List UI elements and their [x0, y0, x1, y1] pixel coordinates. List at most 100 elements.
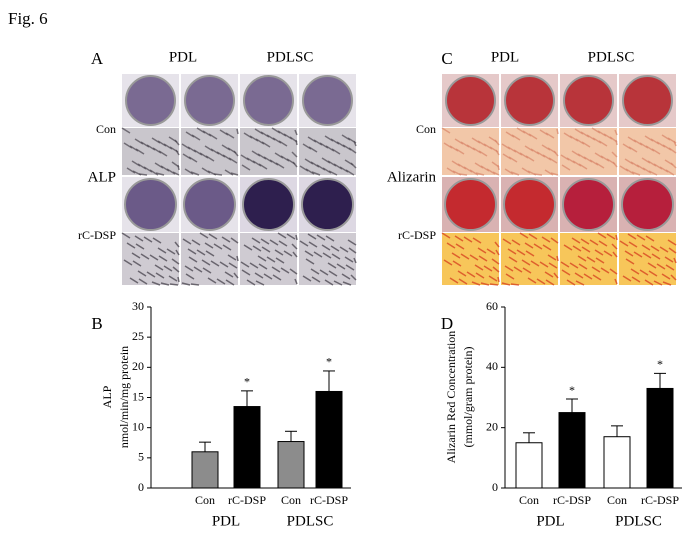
photo-texture: [319, 269, 329, 276]
photo-texture: [249, 262, 259, 269]
photo-texture: [123, 259, 133, 266]
photo-texture: [594, 249, 604, 256]
photo-texture: [311, 276, 321, 283]
photo-texture: [295, 234, 298, 241]
photo-texture: [207, 170, 217, 176]
photo-texture: [505, 273, 515, 280]
photo-texture: [639, 269, 649, 276]
photo-texture: [321, 244, 331, 251]
photo-texture: [225, 279, 235, 286]
photo-texture: [521, 167, 531, 174]
photo-texture: [126, 167, 136, 174]
photo-texture: [527, 170, 537, 176]
photo-well: [301, 178, 354, 231]
bar: [515, 442, 543, 489]
photo-texture: [475, 172, 485, 176]
photo-texture: [489, 283, 499, 286]
group-label: PDL: [536, 513, 564, 529]
photo-texture: [563, 132, 573, 139]
photo-texture: [121, 127, 131, 134]
photo-texture: [619, 165, 629, 172]
photo-texture: [452, 170, 462, 176]
photo-texture: [324, 135, 334, 142]
photo-texture: [664, 256, 674, 263]
photo-texture: [294, 129, 298, 136]
photo-texture: [134, 235, 144, 242]
photo-well: [302, 75, 353, 126]
photo-texture: [541, 144, 551, 151]
photo-texture: [138, 278, 148, 285]
photo-texture: [451, 252, 461, 259]
photo-texture: [240, 261, 250, 268]
photo-texture: [263, 273, 273, 280]
group-label: PDLSC: [615, 513, 662, 529]
photo-texture: [271, 127, 281, 134]
photo-texture: [304, 158, 314, 165]
photo-texture: [525, 250, 535, 257]
photo-well: [621, 178, 674, 231]
y-tick-label: 5: [138, 450, 144, 464]
photo-texture: [168, 136, 178, 143]
photo-texture: [508, 256, 518, 263]
bar: [277, 441, 305, 489]
photo-texture: [185, 131, 195, 138]
photo-texture: [622, 143, 632, 150]
photo-texture: [563, 244, 573, 251]
photo-texture: [644, 279, 654, 286]
photo-texture: [171, 258, 180, 265]
photo-texture: [204, 145, 214, 152]
photo-texture: [656, 263, 666, 270]
photo-texture: [477, 247, 487, 254]
photo-texture: [181, 282, 191, 286]
row-label: rC-DSP: [398, 228, 436, 242]
y-tick-label: 20: [486, 419, 498, 433]
photo-texture: [457, 270, 467, 277]
photo-texture: [611, 243, 618, 250]
photo-texture: [353, 257, 357, 264]
photo-texture: [611, 151, 618, 158]
photo-texture: [230, 237, 239, 244]
row-label: rC-DSP: [78, 228, 116, 242]
photo-texture: [151, 281, 161, 286]
photo-texture: [190, 283, 200, 286]
photo-texture: [615, 234, 618, 241]
x-tick-label: rC-DSP: [310, 493, 348, 507]
photo-texture: [530, 260, 540, 267]
row-label: Con: [416, 122, 436, 136]
y-tick-label: 60: [486, 299, 498, 313]
photo-well: [184, 75, 235, 126]
photo-texture: [592, 274, 602, 281]
photo-texture: [504, 265, 514, 272]
photo-texture: [536, 278, 546, 285]
y-tick-label: 25: [132, 329, 144, 343]
photo-texture: [494, 241, 500, 248]
photo-texture: [251, 237, 261, 244]
photo-texture: [339, 246, 349, 253]
photo-texture: [307, 136, 317, 143]
photo-texture: [502, 153, 512, 160]
photo-texture: [321, 157, 331, 164]
photo-texture: [348, 247, 357, 254]
photo-texture: [441, 232, 451, 239]
photo-texture: [542, 244, 552, 251]
photo-texture: [521, 259, 531, 266]
bar: [558, 412, 586, 489]
photo-texture: [246, 279, 256, 286]
panel-label: C: [441, 49, 452, 68]
photo-texture: [642, 252, 652, 259]
photo-texture: [188, 256, 198, 263]
photo-well: [504, 75, 555, 126]
significance-label: *: [244, 375, 250, 389]
photo-texture: [310, 268, 320, 275]
panel-label: D: [441, 314, 453, 333]
photo-texture: [451, 160, 461, 167]
photo-texture: [474, 264, 484, 271]
photo-texture: [609, 268, 618, 275]
significance-label: *: [657, 357, 663, 371]
photo-texture: [572, 245, 582, 252]
photo-texture: [201, 167, 211, 174]
photo-texture: [645, 235, 655, 242]
photo-texture: [662, 281, 672, 286]
photo-texture: [236, 255, 239, 262]
y-tick-label: 15: [132, 389, 144, 403]
